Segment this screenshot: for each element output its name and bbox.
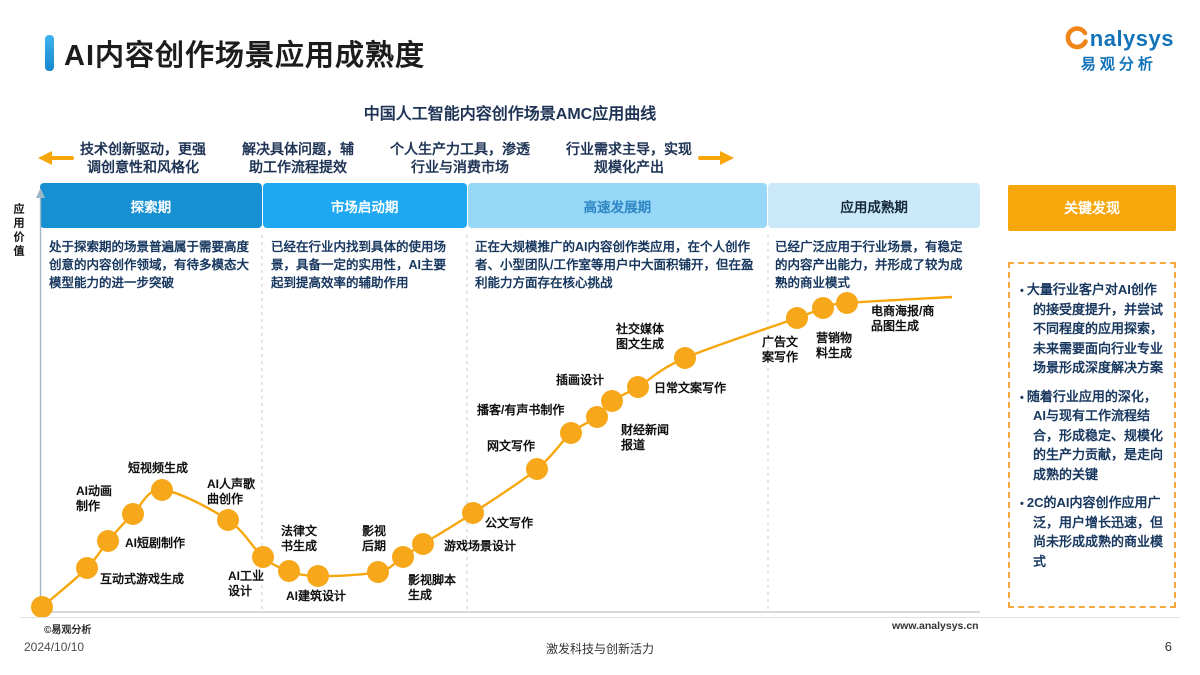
phase-descriptions: 处于探索期的场景普遍属于需要高度创意的内容创作领域，有待多模态大模型能力的进一步… xyxy=(40,237,980,292)
phase-desc-exploration: 处于探索期的场景普遍属于需要高度创意的内容创作领域，有待多模态大模型能力的进一步… xyxy=(49,240,250,290)
arrow-right-icon xyxy=(698,151,734,165)
phase-desc-maturity: 已经广泛应用于行业场景，有稳定的内容产出能力，并形成了较为成熟的商业模式 xyxy=(775,240,963,290)
curve-point xyxy=(812,297,834,319)
curve-point xyxy=(526,458,548,480)
logo-brand: nalysys xyxy=(1089,26,1174,51)
curve-point xyxy=(627,376,649,398)
curve-point xyxy=(601,390,623,412)
analysys-logo: nalysys 易观分析 xyxy=(1064,26,1174,74)
title-accent-bar xyxy=(45,35,54,71)
curve-point xyxy=(151,479,173,501)
curve-point xyxy=(76,557,98,579)
footer-website: www.analysys.cn xyxy=(892,620,979,632)
key-findings-header: 关键发现 xyxy=(1008,185,1176,231)
curve-point xyxy=(560,422,582,444)
key-findings-list: 大量行业客户对AI创作的接受度提升，并尝试不同程度的应用探索，未来需要面向行业专… xyxy=(1020,280,1165,571)
amc-curve-chart: 互动式游戏生成 AI短剧制作 AI动画 制作 短视频生成 AI人声歌 曲创作 AI工业 设… xyxy=(31,185,980,618)
page-title: AI内容创作场景应用成熟度 xyxy=(64,40,426,72)
stage-driver-1: 技术创新驱动，更强 调创意性和风格化 xyxy=(80,140,206,175)
key-finding-item: 大量行业客户对AI创作的接受度提升，并尝试不同程度的应用探索，未来需要面向行业专… xyxy=(1020,280,1165,378)
y-axis-label: 应用价值 xyxy=(12,203,24,259)
amc-curve-svg xyxy=(31,188,980,618)
curve-point xyxy=(412,533,434,555)
curve-point xyxy=(462,502,484,524)
key-findings-box: 大量行业客户对AI创作的接受度提升，并尝试不同程度的应用探索，未来需要面向行业专… xyxy=(1008,262,1176,608)
curve-point xyxy=(786,307,808,329)
phase-header-maturity: 应用成熟期 xyxy=(768,183,981,228)
curve-point xyxy=(31,596,53,618)
curve-point xyxy=(674,347,696,369)
key-finding-item: 2C的AI内容创作应用广泛，用户增长迅速，但尚未形成成熟的商业模式 xyxy=(1020,493,1165,571)
phase-desc-rapid-growth: 正在大规模推广的AI内容创作类应用，在个人创作者、小型团队/工作室等用户中大面积… xyxy=(475,240,754,290)
chart-title: 中国人工智能内容创作场景AMC应用曲线 xyxy=(363,106,657,123)
curve-point xyxy=(97,530,119,552)
amc-curve-line xyxy=(41,295,953,608)
curve-point xyxy=(586,406,608,428)
curve-point xyxy=(278,560,300,582)
footer-divider xyxy=(20,617,1180,618)
stage-arrows-row: 技术创新驱动，更强 调创意性和风格化 解决具体问题，辅 助工作流程提效 个人生产… xyxy=(38,136,982,180)
phase-header-exploration: 探索期 xyxy=(40,183,262,228)
title-row: AI内容创作场景应用成熟度 xyxy=(45,32,425,74)
phase-header-rapid-growth: 高速发展期 xyxy=(467,183,768,228)
logo-brand-cn: 易观分析 xyxy=(1080,56,1157,73)
key-finding-item: 随着行业应用的深化，AI与现有工作流程结合，形成稳定、规模化的生产力贡献，是走向… xyxy=(1020,387,1165,485)
curve-point xyxy=(307,565,329,587)
footer-date: 2024/10/10 xyxy=(24,640,85,654)
copyright-label: ©易观分析 xyxy=(44,625,92,636)
page-number: 6 xyxy=(1164,639,1172,654)
curve-point xyxy=(392,546,414,568)
logo-wordmark: nalysys xyxy=(1064,26,1174,52)
stage-driver-2: 解决具体问题，辅 助工作流程提效 xyxy=(242,140,354,175)
phase-desc-market-launch: 已经在行业内找到具体的使用场景，具备一定的实用性，AI主要起到提高效率的辅助作用 xyxy=(271,240,447,290)
stage-driver-3: 个人生产力工具，渗透 行业与消费市场 xyxy=(390,140,530,175)
curve-point xyxy=(836,292,858,314)
stage-driver-4: 行业需求主导，实现 规模化产出 xyxy=(566,140,692,175)
phase-band: 探索期 市场启动期 高速发展期 应用成熟期 xyxy=(40,183,981,228)
y-axis-arrow-icon xyxy=(36,188,45,198)
curve-point xyxy=(367,561,389,583)
curve-point xyxy=(252,546,274,568)
curve-point xyxy=(217,509,239,531)
footer-slogan: 激发科技与创新活力 xyxy=(545,642,654,656)
arrow-left-icon xyxy=(38,151,74,165)
logo-swirl-icon xyxy=(1065,26,1088,50)
curve-point xyxy=(122,503,144,525)
phase-header-market-launch: 市场启动期 xyxy=(262,183,467,228)
